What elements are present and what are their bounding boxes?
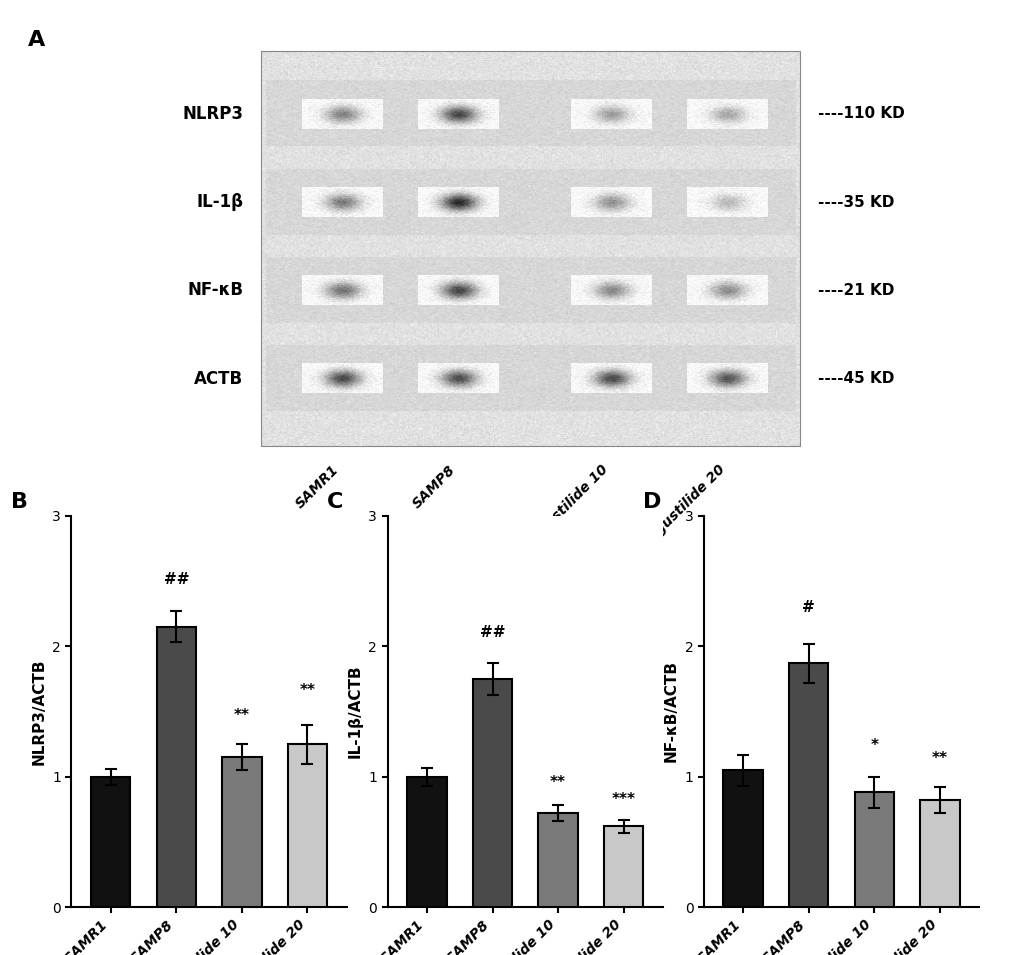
Y-axis label: NF-κB/ACTB: NF-κB/ACTB xyxy=(663,661,679,762)
Text: Ligustilide 20: Ligustilide 20 xyxy=(642,462,728,547)
Text: ----110 KD: ----110 KD xyxy=(817,106,904,121)
Bar xyxy=(722,770,762,907)
Bar xyxy=(603,826,643,907)
Text: ACTB: ACTB xyxy=(194,370,243,388)
Text: #: # xyxy=(802,600,814,615)
Bar xyxy=(407,776,446,907)
Bar xyxy=(473,679,512,907)
Text: SAMR1: SAMR1 xyxy=(293,462,341,511)
Text: NF-κB: NF-κB xyxy=(186,282,243,299)
Text: ----45 KD: ----45 KD xyxy=(817,371,893,386)
Bar xyxy=(919,800,959,907)
Y-axis label: NLRP3/ACTB: NLRP3/ACTB xyxy=(32,658,47,765)
Text: B: B xyxy=(11,492,28,512)
Text: ----21 KD: ----21 KD xyxy=(817,283,893,298)
Text: C: C xyxy=(327,492,343,512)
Text: SAMP8: SAMP8 xyxy=(410,462,459,511)
Bar xyxy=(854,793,893,907)
Text: D: D xyxy=(643,492,661,512)
Text: **: ** xyxy=(549,775,566,790)
Bar xyxy=(157,626,196,907)
Text: IL-1β: IL-1β xyxy=(196,193,243,211)
Bar xyxy=(222,757,261,907)
Text: **: ** xyxy=(233,709,250,723)
Text: ##: ## xyxy=(479,625,504,640)
Text: **: ** xyxy=(931,752,947,766)
Text: **: ** xyxy=(300,684,315,698)
Bar xyxy=(538,814,577,907)
Text: Ligustilide 10: Ligustilide 10 xyxy=(526,462,610,547)
Text: A: A xyxy=(28,30,45,50)
Text: ##: ## xyxy=(163,572,189,587)
Y-axis label: IL-1β/ACTB: IL-1β/ACTB xyxy=(347,665,363,758)
Bar xyxy=(91,776,130,907)
Text: *: * xyxy=(869,738,877,753)
Text: ***: *** xyxy=(611,792,635,807)
Bar xyxy=(261,51,799,446)
Bar xyxy=(287,744,327,907)
Bar xyxy=(789,663,827,907)
Text: ----35 KD: ----35 KD xyxy=(817,195,893,209)
Text: NLRP3: NLRP3 xyxy=(182,105,243,123)
